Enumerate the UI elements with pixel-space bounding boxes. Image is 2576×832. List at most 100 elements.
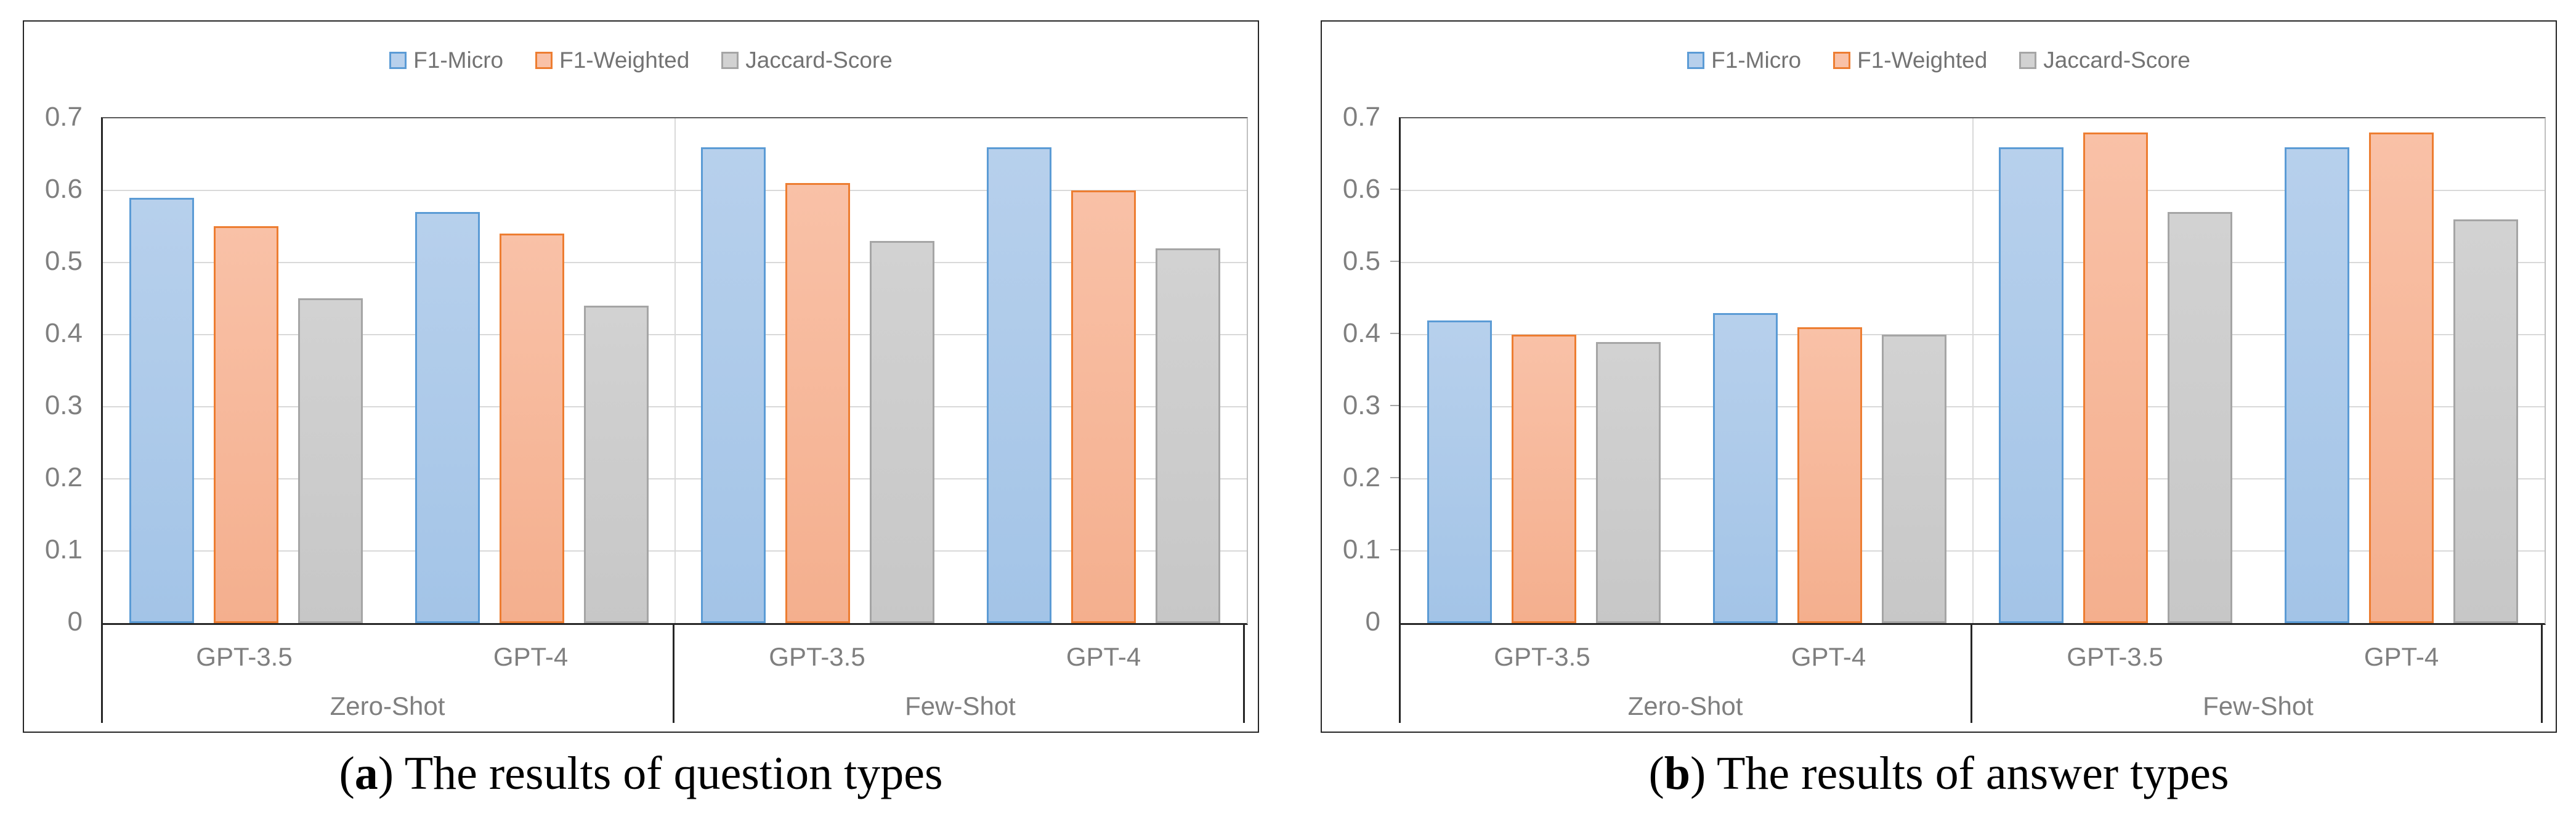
- y-tick-mark: [1390, 549, 1399, 550]
- bar-f1-weighted: [1511, 335, 1576, 623]
- legend: F1-Micro F1-Weighted Jaccard-Score: [24, 49, 1258, 71]
- legend-label-f1-micro: F1-Micro: [413, 47, 504, 73]
- bar-f1-micro: [1427, 320, 1492, 623]
- caption-text-a: The results of question types: [394, 748, 943, 799]
- legend-swatch-f1-weighted-icon: [1833, 51, 1851, 69]
- bar-f1-weighted: [785, 183, 851, 623]
- legend-swatch-f1-micro-icon: [389, 51, 407, 69]
- category-label-gpt-3-5: GPT-3.5: [196, 642, 293, 671]
- y-tick-label-0.7: 0.7: [44, 102, 83, 132]
- chart-panel-a: F1-Micro F1-Weighted Jaccard-Score 0.7 0.6 0…: [23, 20, 1259, 733]
- plot-area: [1399, 117, 2546, 625]
- bar-jaccard-score: [1156, 248, 1221, 623]
- y-tick-mark: [1390, 405, 1399, 406]
- bar-jaccard-score: [1881, 335, 1946, 623]
- y-tick-label-0.2: 0.2: [44, 462, 83, 492]
- y-tick-label-0: 0: [1365, 606, 1380, 637]
- bar-f1-micro: [129, 198, 194, 623]
- category-label-gpt-3-5: GPT-3.5: [1494, 642, 1590, 671]
- bar-jaccard-score: [1595, 342, 1661, 623]
- bar-jaccard-score: [870, 241, 935, 623]
- legend-item-jaccard-score: Jaccard-Score: [2019, 49, 2190, 71]
- bar-f1-micro: [1712, 313, 1778, 623]
- legend-swatch-jaccard-score-icon: [2019, 51, 2037, 69]
- y-tick-mark: [1390, 477, 1399, 478]
- group-label-few-shot: Few-Shot: [2203, 691, 2314, 720]
- category-label-row: GPT-3.5 GPT-4 GPT-3.5 GPT-4: [101, 625, 1247, 689]
- bar-cluster-few-shot-gpt-3-5: [675, 118, 961, 623]
- category-label-row: GPT-3.5 GPT-4 GPT-3.5 GPT-4: [1399, 625, 2545, 689]
- group-label-zero-shot: Zero-Shot: [330, 691, 445, 720]
- category-label-gpt-4: GPT-4: [1791, 642, 1866, 671]
- group-label-row: Zero-Shot Few-Shot: [101, 689, 1247, 723]
- y-tick-label-0.5: 0.5: [44, 246, 83, 276]
- x-axis-divider: [672, 625, 674, 723]
- bar-jaccard-score: [2453, 219, 2519, 623]
- bar-f1-micro: [701, 147, 766, 623]
- bar-f1-micro: [2285, 147, 2350, 623]
- chart-panel-b: F1-Micro F1-Weighted Jaccard-Score 0.7 0.6 0…: [1321, 20, 2557, 733]
- x-axis-divider: [1970, 625, 1972, 723]
- legend-swatch-f1-micro-icon: [1687, 51, 1705, 69]
- bar-f1-micro: [987, 147, 1052, 623]
- legend-item-f1-weighted: F1-Weighted: [1833, 49, 1987, 71]
- legend-swatch-f1-weighted-icon: [535, 51, 553, 69]
- category-label-gpt-4: GPT-4: [2363, 642, 2439, 671]
- y-tick-label-0.5: 0.5: [1342, 246, 1380, 276]
- bar-jaccard-score: [2168, 212, 2233, 623]
- bar-cluster-zero-shot-gpt-3-5: [1401, 118, 1687, 623]
- x-axis: GPT-3.5 GPT-4 GPT-3.5 GPT-4 Zero-Shot Few-Sh…: [101, 625, 1247, 723]
- legend: F1-Micro F1-Weighted Jaccard-Score: [1322, 49, 2556, 71]
- y-tick-label-0.4: 0.4: [1342, 318, 1380, 348]
- y-tick-label-0.6: 0.6: [1342, 174, 1380, 204]
- y-tick-mark: [1390, 189, 1399, 190]
- bar-cluster-zero-shot-gpt-4: [1687, 118, 1972, 623]
- caption-marker-b: b: [1664, 748, 1691, 799]
- y-tick-label-0: 0: [67, 606, 83, 637]
- bars-layer: [1401, 118, 2545, 623]
- bar-cluster-few-shot-gpt-3-5: [1973, 118, 2259, 623]
- category-label-gpt-3-5: GPT-3.5: [769, 642, 865, 671]
- y-tick-label-0.6: 0.6: [44, 174, 83, 204]
- legend-item-f1-micro: F1-Micro: [1687, 49, 1801, 71]
- y-tick-label-0.4: 0.4: [44, 318, 83, 348]
- bar-f1-weighted: [1071, 190, 1136, 623]
- x-axis-divider: [101, 625, 103, 723]
- group-label-row: Zero-Shot Few-Shot: [1399, 689, 2545, 723]
- x-axis-divider: [1243, 625, 1245, 723]
- legend-item-f1-micro: F1-Micro: [389, 49, 503, 71]
- plot-area: [101, 117, 1248, 625]
- bar-f1-weighted: [213, 226, 278, 623]
- caption-close-paren: ): [378, 748, 394, 799]
- legend-label-jaccard-score: Jaccard-Score: [2043, 47, 2190, 73]
- caption-b: (b) The results of answer types: [1321, 747, 2557, 801]
- group-label-few-shot: Few-Shot: [905, 691, 1016, 720]
- legend-swatch-jaccard-score-icon: [721, 51, 739, 69]
- x-axis-divider: [2541, 625, 2543, 723]
- bar-f1-weighted: [499, 234, 564, 623]
- y-tick-label-0.1: 0.1: [44, 534, 83, 565]
- bars-layer: [103, 118, 1247, 623]
- caption-marker-a: a: [354, 748, 378, 799]
- legend-label-jaccard-score: Jaccard-Score: [745, 47, 893, 73]
- bar-jaccard-score: [583, 306, 649, 623]
- category-label-gpt-4: GPT-4: [493, 642, 569, 671]
- x-axis-divider: [1399, 625, 1401, 723]
- y-tick-mark: [1390, 261, 1399, 262]
- caption-text-b: The results of answer types: [1706, 748, 2229, 799]
- bar-f1-micro: [415, 212, 480, 623]
- legend-item-f1-weighted: F1-Weighted: [535, 49, 689, 71]
- category-label-gpt-3-5: GPT-3.5: [2067, 642, 2163, 671]
- bar-f1-micro: [1999, 147, 2064, 623]
- y-tick-label-0.3: 0.3: [1342, 390, 1380, 420]
- caption-open-paren: (: [1648, 748, 1664, 799]
- y-tick-label-0.2: 0.2: [1342, 462, 1380, 492]
- group-label-zero-shot: Zero-Shot: [1627, 691, 1743, 720]
- x-axis: GPT-3.5 GPT-4 GPT-3.5 GPT-4 Zero-Shot Few-Sh…: [1399, 625, 2545, 723]
- bar-jaccard-score: [298, 298, 363, 623]
- legend-item-jaccard-score: Jaccard-Score: [721, 49, 893, 71]
- bar-cluster-few-shot-gpt-4: [961, 118, 1247, 623]
- legend-label-f1-weighted: F1-Weighted: [559, 47, 690, 73]
- bar-cluster-zero-shot-gpt-4: [389, 118, 674, 623]
- caption-close-paren: ): [1690, 748, 1706, 799]
